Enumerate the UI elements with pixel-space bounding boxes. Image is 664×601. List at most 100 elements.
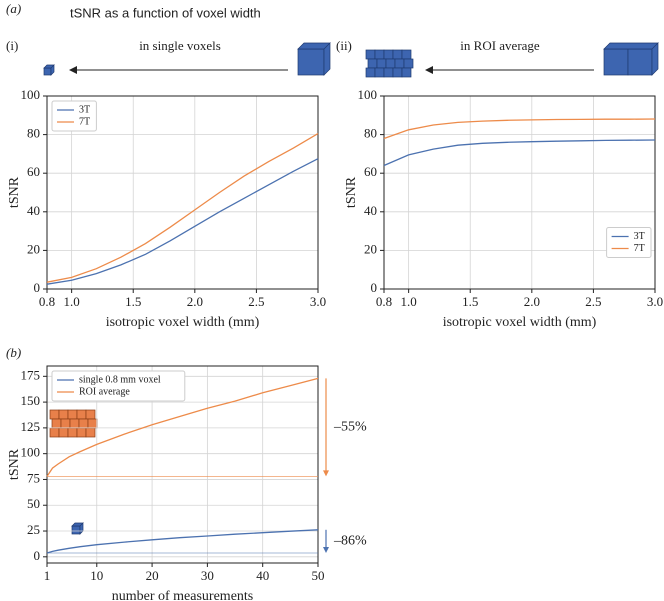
line: [383, 139, 656, 167]
plot-frame: [46, 365, 319, 564]
voxel: [85, 427, 96, 438]
y-tick-label: 25: [27, 522, 40, 537]
y-tick-label: 20: [364, 241, 377, 256]
legend-box: [51, 100, 97, 132]
panel-label: (a): [6, 1, 21, 16]
voxel: [51, 418, 62, 429]
voxel: [392, 67, 403, 78]
x-tick-label: 30: [201, 568, 214, 583]
legend-label: ROI average: [79, 386, 130, 397]
panel-label: (b): [6, 345, 21, 360]
line: [46, 377, 319, 477]
voxel: [376, 58, 387, 69]
annotation: in single voxels: [139, 38, 221, 53]
y-tick-label: 20: [27, 241, 40, 256]
voxel: [374, 67, 385, 78]
y-tick-label: 50: [27, 496, 40, 511]
y-tick-label: 100: [358, 87, 378, 102]
y-tick-label: 150: [21, 393, 41, 408]
voxel: [67, 427, 78, 438]
voxel: [394, 58, 405, 69]
y-tick-label: 100: [21, 87, 41, 102]
x-tick-label: 0.8: [39, 294, 55, 309]
voxel: [401, 67, 412, 78]
arrow-head: [323, 470, 329, 477]
x-tick-label: 2.5: [248, 294, 264, 309]
voxel: [365, 67, 376, 78]
x-axis-label: number of measurements: [112, 589, 254, 601]
x-tick-label: 1.5: [125, 294, 141, 309]
legend-label: 7T: [79, 116, 90, 127]
voxel: [78, 418, 89, 429]
x-tick-label: 1.0: [401, 294, 417, 309]
y-tick-label: 0: [34, 280, 41, 295]
y-axis-label: tSNR: [7, 176, 22, 208]
voxel: [69, 418, 80, 429]
annotation: in ROI average: [460, 38, 540, 53]
y-axis-label: tSNR: [344, 176, 359, 208]
x-tick-label: 1.5: [462, 294, 478, 309]
voxel: [49, 427, 60, 438]
panel-label: (ii): [336, 38, 352, 53]
voxel: [58, 409, 69, 420]
voxel-icon: [43, 42, 659, 535]
x-axis-label: isotropic voxel width (mm): [443, 315, 597, 330]
voxel: [403, 58, 414, 69]
voxel: [392, 49, 403, 60]
panel-label: (i): [6, 38, 18, 53]
y-tick-label: 0: [371, 280, 378, 295]
voxel: [76, 427, 87, 438]
arrow-head: [323, 546, 329, 553]
voxel: [383, 49, 394, 60]
voxel: [60, 418, 71, 429]
y-tick-label: 40: [364, 203, 377, 218]
x-tick-label: 40: [256, 568, 269, 583]
y-tick-label: 80: [364, 126, 377, 141]
x-tick-label: 3.0: [310, 294, 326, 309]
figure-title: tSNR as a function of voxel width: [70, 5, 261, 20]
x-axis-label: isotropic voxel width (mm): [106, 315, 260, 330]
annotation: –86%: [333, 534, 367, 549]
y-tick-label: 75: [27, 470, 40, 485]
legend-box: [51, 370, 186, 402]
line: [46, 529, 319, 554]
x-tick-label: 10: [90, 568, 103, 583]
x-tick-label: 50: [312, 568, 325, 583]
voxel: [49, 409, 60, 420]
y-tick-label: 60: [364, 164, 377, 179]
x-tick-label: 0.8: [376, 294, 392, 309]
voxel: [85, 409, 96, 420]
line: [46, 133, 319, 283]
voxel: [87, 418, 98, 429]
y-tick-label: 175: [21, 367, 41, 382]
voxel: [367, 58, 378, 69]
plot-frame: [46, 95, 319, 290]
y-tick-label: 80: [27, 126, 40, 141]
y-axis-label: tSNR: [7, 448, 22, 480]
voxel: [365, 49, 376, 60]
x-tick-label: 2.5: [585, 294, 601, 309]
plot-frame: [383, 95, 656, 290]
y-tick-label: 0: [34, 548, 41, 563]
y-tick-label: 60: [27, 164, 40, 179]
x-tick-label: 1: [44, 568, 51, 583]
voxel: [58, 427, 69, 438]
x-tick-label: 2.0: [187, 294, 203, 309]
x-tick-label: 20: [146, 568, 159, 583]
y-tick-label: 125: [21, 419, 41, 434]
x-tick-label: 2.0: [524, 294, 540, 309]
legend-label: 3T: [634, 231, 645, 242]
y-tick-label: 100: [21, 445, 41, 460]
line: [46, 158, 319, 285]
x-tick-label: 3.0: [647, 294, 663, 309]
legend-label: single 0.8 mm voxel: [79, 374, 161, 385]
voxel: [67, 409, 78, 420]
voxel: [385, 58, 396, 69]
voxel: [76, 409, 87, 420]
voxel: [383, 67, 394, 78]
legend-label: 3T: [79, 104, 90, 115]
legend-box: [606, 227, 652, 258]
voxel: [401, 49, 412, 60]
legend-label: 7T: [634, 243, 645, 254]
